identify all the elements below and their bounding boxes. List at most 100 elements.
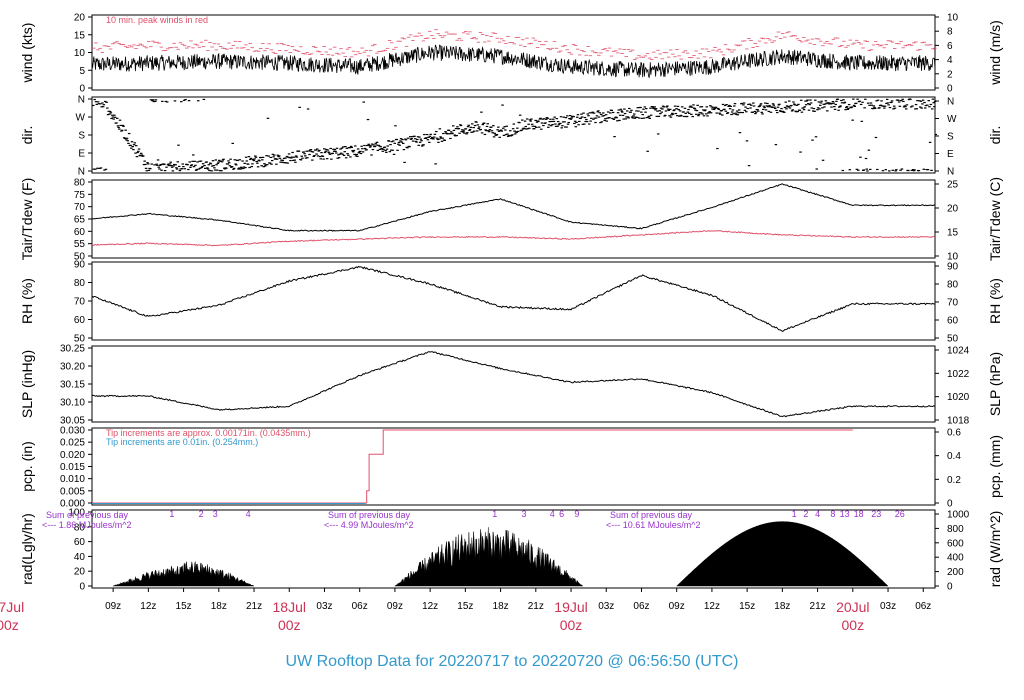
y-tick-label: 30.15 xyxy=(60,380,85,391)
y-tick-label: 30.20 xyxy=(60,362,85,373)
x-hour-label: 18z xyxy=(774,601,790,612)
y-tick-label: 100 xyxy=(68,508,85,519)
x-hour-label: 12z xyxy=(422,601,438,612)
event-mark-label: 9 xyxy=(574,509,579,519)
y-tick-label-right: 0 xyxy=(947,582,953,593)
x-hour-label: 12z xyxy=(704,601,720,612)
y-tick-label: 0 xyxy=(79,84,85,95)
event-mark-label: 4 xyxy=(815,509,820,519)
pcp-annotation-2: Tip increments are 0.01in. (0.254mm.) xyxy=(106,437,258,447)
y-tick-label: 30.05 xyxy=(60,416,85,427)
event-mark-label: 13 xyxy=(840,509,850,519)
y-tick-label-right: 1022 xyxy=(947,369,970,380)
event-mark-label: 26 xyxy=(895,509,905,519)
event-mark-label: 3 xyxy=(522,509,527,519)
y-tick-label: 90 xyxy=(74,260,86,271)
pcp-annotation-1: Tip increments are approx. 0.00171in. (0… xyxy=(106,428,311,438)
y-axis-label: SLP (inHg) xyxy=(19,350,35,418)
x-hour-label: 15z xyxy=(176,601,192,612)
series-wind xyxy=(91,44,936,79)
y-tick-label-right: 8 xyxy=(947,27,953,38)
x-date-hour-label: 00z xyxy=(842,617,865,633)
series-tdew xyxy=(91,230,936,247)
y-tick-label-right: N xyxy=(947,97,954,108)
y-tick-label-right: 10 xyxy=(947,13,959,24)
x-date-label: 19Jul xyxy=(554,599,587,615)
y-axis-label: rad(Lgly/hr) xyxy=(19,513,35,585)
y-tick-label: 0.010 xyxy=(60,474,85,485)
y-axis-label: dir. xyxy=(19,126,35,145)
x-date-label: 18Jul xyxy=(273,599,306,615)
y-axis-label: wind (kts) xyxy=(19,23,35,84)
panel-6: rad(Lgly/hr) rad (W/m^2)02040608010002004… xyxy=(19,508,1003,593)
y-tick-label-right: 0 xyxy=(947,499,953,510)
daily-sum-label: Sum of previous day xyxy=(328,510,411,520)
y-tick-label: 30.25 xyxy=(60,344,85,355)
y-tick-label-right: 25 xyxy=(947,180,959,191)
x-hour-label: 15z xyxy=(739,601,755,612)
x-hour-label: 21z xyxy=(810,601,826,612)
y-tick-label-right: 50 xyxy=(947,334,959,345)
y-axis-label: Tair/Tdew (F) xyxy=(19,178,35,260)
y-tick-label-right: 15 xyxy=(947,228,959,239)
y-tick-label: 60 xyxy=(74,315,86,326)
y-tick-label: 40 xyxy=(74,552,86,563)
y-tick-label-right: 1020 xyxy=(947,392,970,403)
y-tick-label-right: 20 xyxy=(947,204,959,215)
x-date-hour-label: 00z xyxy=(278,617,301,633)
y-tick-label-right: W xyxy=(947,114,957,125)
y-tick-label-right: 60 xyxy=(947,316,959,327)
x-hour-label: 09z xyxy=(669,601,685,612)
y-axis-label: pcp. (in) xyxy=(19,441,35,492)
x-hour-label: 03z xyxy=(880,601,896,612)
event-mark-label: 1 xyxy=(492,509,497,519)
y-tick-label: E xyxy=(78,149,85,160)
event-mark-label: 23 xyxy=(871,509,881,519)
y-tick-label-right: 600 xyxy=(947,538,964,549)
x-hour-label: 18z xyxy=(211,601,227,612)
y-tick-label: 10 xyxy=(74,48,86,59)
event-mark-label: 2 xyxy=(803,509,808,519)
y-tick-label: 0.020 xyxy=(60,450,85,461)
series-peak-winds xyxy=(92,29,937,61)
panel-0: wind (kts) wind (m/s) 0 5 10 15 20 0 2 4 6 8 10 10 mi… xyxy=(19,13,1003,95)
y-tick-label: 80 xyxy=(74,522,86,533)
radiation-day-3 xyxy=(676,521,889,587)
y-tick-label-right: 80 xyxy=(947,280,959,291)
y-tick-label: 70 xyxy=(74,297,86,308)
y-tick-label: N xyxy=(78,167,85,178)
y-axis-label-right: wind (m/s) xyxy=(987,20,1003,86)
x-hour-label: 03z xyxy=(598,601,614,612)
y-tick-label-right: 400 xyxy=(947,553,964,564)
panel-4: SLP (inHg) SLP (hPa) 30.05 30.10 30.15 30.20 3… xyxy=(19,344,1003,427)
panel-3: RH (%) RH (%) 50 60 70 80 90 50 60 70 80 90 xyxy=(19,260,1003,345)
y-tick-label-right: 70 xyxy=(947,298,959,309)
y-tick-label-right: N xyxy=(947,167,954,178)
x-hour-label: 06z xyxy=(633,601,649,612)
y-axis-label-right: rad (W/m^2) xyxy=(987,511,1003,588)
y-tick-label: S xyxy=(78,131,85,142)
y-tick-label-right: 1018 xyxy=(947,416,970,427)
event-mark-label: 6 xyxy=(559,509,564,519)
y-tick-label: 0.030 xyxy=(60,426,85,437)
panel-frame xyxy=(91,345,936,423)
y-tick-label: 50 xyxy=(74,252,86,263)
y-tick-label-right: 0.4 xyxy=(947,451,961,462)
radiation-day-1 xyxy=(113,561,255,587)
panel-frame xyxy=(91,261,936,341)
y-tick-label: 55 xyxy=(74,239,86,250)
y-tick-label: 20 xyxy=(74,13,86,24)
y-tick-label: 65 xyxy=(74,215,86,226)
y-tick-label-right: 1000 xyxy=(947,510,970,521)
daily-sum-value: <--- 1.86 MJoules/m^2 xyxy=(42,520,132,530)
y-tick-label-right: 6 xyxy=(947,41,953,52)
y-axis-label-right: dir. xyxy=(987,126,1003,145)
event-mark-label: 2 xyxy=(199,509,204,519)
daily-sum-value: <--- 4.99 MJoules/m^2 xyxy=(324,520,414,530)
x-date-label: 17Jul xyxy=(0,599,24,615)
radiation-day-2 xyxy=(394,527,584,587)
series-direction xyxy=(92,98,938,172)
y-tick-label: 80 xyxy=(74,278,86,289)
